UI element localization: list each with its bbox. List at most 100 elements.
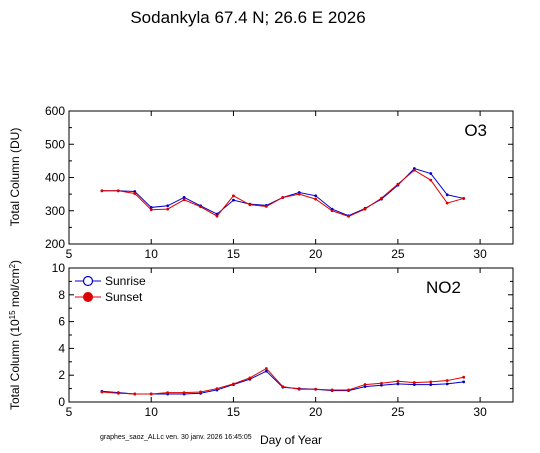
y-tick-label: 10: [52, 261, 66, 275]
x-tick-label: 15: [227, 247, 241, 261]
data-point-sunset: [347, 215, 350, 218]
y-tick-label: 600: [45, 104, 65, 118]
x-tick-label: 10: [145, 405, 159, 419]
data-point-sunrise: [380, 383, 383, 387]
y-axis-title: Total Column (1015 mol/cm2): [8, 260, 23, 410]
data-point-sunset: [100, 189, 104, 193]
legend-item-sunset: Sunset: [75, 290, 143, 304]
plot-frame: [68, 110, 514, 245]
data-point-sunset: [182, 198, 186, 202]
x-tick-label: 20: [309, 247, 323, 261]
data-point-sunset: [347, 388, 350, 392]
data-point-sunset: [199, 205, 202, 209]
data-point-sunset: [248, 376, 252, 380]
y-tick-label: 6: [58, 315, 65, 329]
data-point-sunset: [462, 375, 466, 379]
data-point-sunset: [445, 379, 449, 382]
y-axis-title-part: Total Column (10: [8, 319, 22, 410]
data-point-sunset: [445, 201, 449, 205]
data-point-sunset: [264, 205, 268, 208]
no2-panel: 5 10 15 20 25 30 0 2 4 6 8 10 NO2 Total Column (1015 …: [8, 260, 514, 447]
data-point-sunrise: [264, 369, 268, 373]
data-point-sunset: [314, 197, 318, 201]
data-point-sunset: [215, 387, 219, 390]
y-tick-label: 2: [58, 368, 65, 382]
footer-timestamp: graphes_saoz_ALLc ven. 30 janv. 2026 16:…: [100, 434, 252, 441]
x-tick-label: 5: [66, 405, 73, 419]
data-point-sunset: [412, 381, 416, 384]
chart-title: Sodankyla 67.4 N; 26.6 E 2026: [130, 8, 365, 27]
data-point-sunset: [248, 203, 252, 207]
data-point-sunset: [380, 196, 383, 200]
series-line-sunrise: [101, 167, 464, 217]
data-point-sunset: [100, 390, 104, 394]
data-point-sunset: [149, 392, 153, 396]
data-point-sunrise: [412, 383, 416, 386]
data-point-sunrise: [429, 172, 433, 175]
data-point-sunset: [314, 387, 318, 391]
x-tick-label: 25: [391, 247, 405, 261]
data-point-sunrise: [429, 383, 433, 386]
x-tick-label: 30: [473, 247, 487, 261]
data-point-sunset: [215, 214, 219, 218]
y-tick-label: 500: [45, 137, 65, 151]
y-axis-title-part: mol/cm: [8, 268, 22, 310]
x-tick-label: 5: [66, 247, 73, 261]
data-point-sunrise: [314, 194, 318, 198]
data-point-sunset: [363, 383, 367, 386]
y-axis-title-part: ): [8, 260, 22, 264]
data-point-sunset: [149, 208, 153, 212]
data-point-sunset: [363, 207, 367, 211]
data-point-sunset: [412, 168, 416, 172]
data-point-sunset: [166, 391, 170, 395]
legend-label: Sunrise: [105, 274, 146, 288]
x-axis-title: Day of Year: [260, 433, 322, 447]
data-point-sunrise: [462, 380, 466, 384]
data-point-sunrise: [133, 190, 137, 193]
y-tick-label: 200: [45, 237, 65, 251]
data-point-sunrise: [166, 204, 170, 208]
data-point-sunrise: [396, 382, 400, 386]
data-point-sunset: [297, 192, 301, 196]
legend-marker-open-circle: [82, 275, 94, 287]
y-axis-title-superscript: 2: [8, 263, 17, 268]
data-point-sunset: [133, 192, 137, 195]
data-point-sunset: [116, 391, 120, 395]
x-tick-label: 25: [391, 405, 405, 419]
data-point-sunset: [199, 390, 202, 394]
data-point-sunset: [429, 178, 433, 182]
data-point-sunrise: [232, 198, 235, 202]
data-point-sunrise: [182, 196, 186, 199]
x-tick-label: 10: [145, 247, 159, 261]
data-point-sunset: [297, 387, 301, 391]
x-tick-label: 15: [227, 405, 241, 419]
y-axis-title-superscript: 15: [8, 310, 17, 319]
data-point-sunset: [182, 391, 186, 395]
panel-label: O3: [464, 121, 487, 140]
data-point-sunset: [330, 388, 334, 392]
panel-label: NO2: [426, 278, 461, 297]
data-point-sunset: [462, 197, 466, 200]
legend-marker-filled-circle: [83, 292, 93, 302]
data-point-sunset: [281, 385, 285, 388]
data-point-sunset: [232, 194, 235, 198]
data-point-sunset: [396, 379, 400, 383]
data-point-sunrise: [445, 193, 449, 197]
y-tick-label: 300: [45, 204, 65, 218]
data-point-sunset: [232, 382, 235, 386]
data-point-sunrise: [149, 206, 153, 209]
y-tick-label: 8: [58, 288, 65, 302]
series-line-sunset: [101, 367, 464, 395]
legend-item-sunrise: Sunrise: [75, 274, 146, 288]
y-axis-title: Total Column (DU): [8, 128, 22, 227]
data-point-sunrise: [445, 382, 449, 386]
data-point-sunset: [116, 189, 120, 193]
data-point-sunset: [396, 182, 400, 186]
data-point-sunset: [380, 381, 383, 385]
data-point-sunset: [133, 392, 137, 396]
data-point-sunset: [281, 196, 285, 199]
x-tick-label: 20: [309, 405, 323, 419]
data-point-sunset: [429, 380, 433, 384]
data-point-sunrise: [363, 385, 367, 388]
